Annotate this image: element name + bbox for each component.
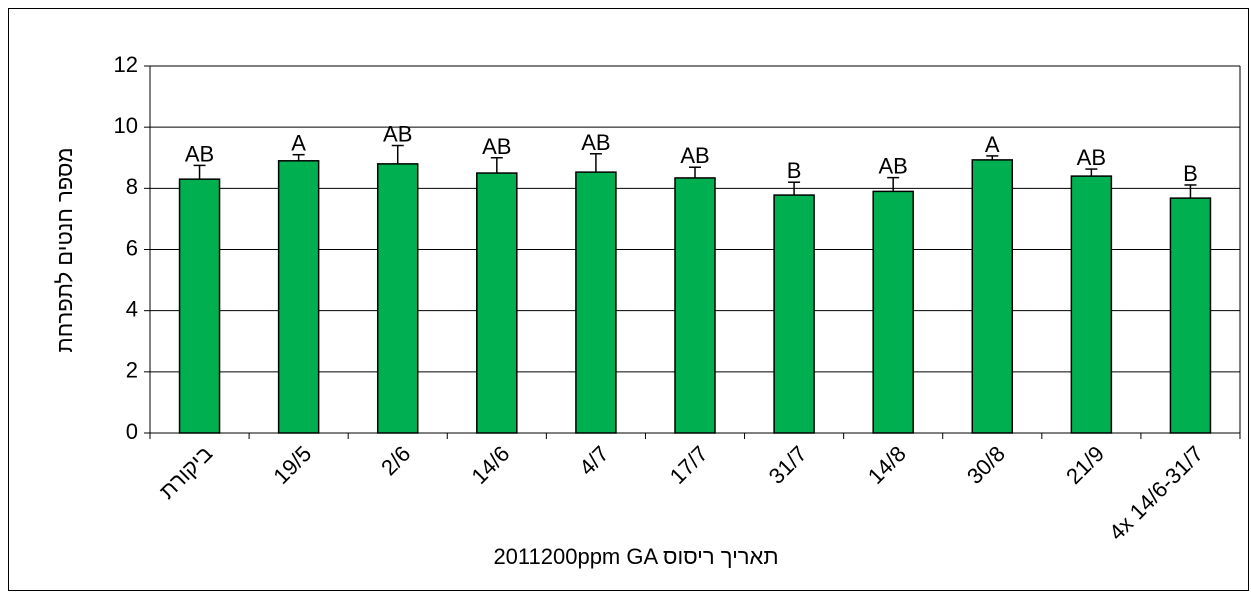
y-axis-title: מספר חנטים לתפרחת	[52, 148, 77, 353]
bar	[376, 163, 419, 434]
annotation: AB	[581, 130, 610, 155]
bar	[575, 171, 617, 434]
annotation: AB	[879, 154, 908, 179]
y-tick-label: 2	[126, 358, 138, 383]
annotation: B	[787, 158, 802, 183]
annotation: AB	[1077, 145, 1106, 170]
annotation: AB	[383, 122, 412, 147]
bar	[773, 194, 815, 434]
annotation: AB	[482, 134, 511, 159]
bar	[1169, 197, 1212, 434]
annotation: A	[985, 132, 1000, 157]
y-tick-label: 12	[114, 52, 138, 77]
bar	[872, 190, 914, 434]
bar	[1070, 175, 1113, 434]
y-tick-label: 8	[126, 174, 138, 199]
bar	[277, 160, 320, 434]
y-tick-label: 6	[126, 235, 138, 260]
bar	[674, 177, 716, 434]
annotation: AB	[680, 143, 709, 168]
y-tick-label: 10	[114, 113, 138, 138]
y-tick-label: 4	[126, 296, 138, 321]
bar	[476, 172, 518, 434]
annotation: A	[291, 131, 306, 156]
annotation: AB	[185, 141, 214, 166]
annotation: B	[1183, 161, 1198, 186]
bar	[971, 159, 1014, 434]
x-axis-title: 2011200ppm GA תאריך ריסוס	[493, 544, 778, 569]
y-tick-label: 0	[126, 419, 138, 444]
bar	[178, 178, 221, 434]
